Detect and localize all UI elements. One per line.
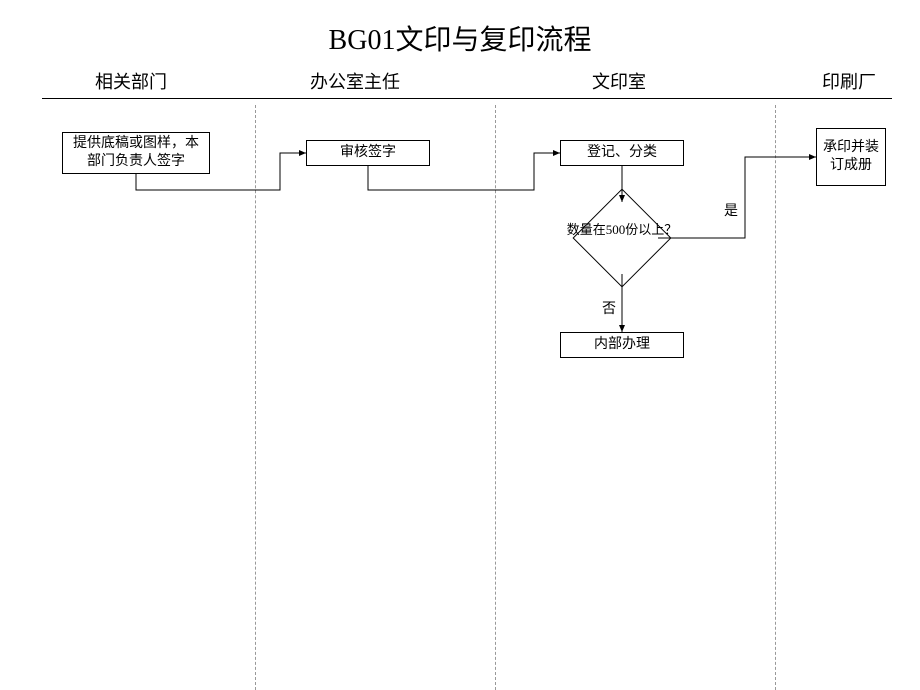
diagram-title: BG01文印与复印流程 — [0, 18, 920, 58]
lane-header-office-director: 办公室主任 — [310, 68, 400, 94]
connectors — [0, 0, 920, 690]
node-internal-handle: 内部办理 — [560, 332, 684, 358]
node-provide-draft: 提供底稿或图样，本部门负责人签字 — [62, 132, 210, 174]
lane-divider-1 — [255, 105, 256, 690]
lane-header-print-factory: 印刷厂 — [822, 68, 876, 94]
lane-divider-3 — [775, 105, 776, 690]
edge-label-no: 否 — [602, 298, 616, 318]
decision-quantity-label: 数量在500份以上？ — [562, 222, 682, 239]
node-print-bind: 承印并装订成册 — [816, 128, 886, 186]
edge-label-yes: 是 — [724, 200, 738, 220]
header-underline — [42, 98, 892, 99]
node-review-sign: 审核签字 — [306, 140, 430, 166]
lane-header-print-room: 文印室 — [592, 68, 646, 94]
node-register-classify: 登记、分类 — [560, 140, 684, 166]
lane-header-related-dept: 相关部门 — [95, 68, 167, 94]
lane-divider-2 — [495, 105, 496, 690]
